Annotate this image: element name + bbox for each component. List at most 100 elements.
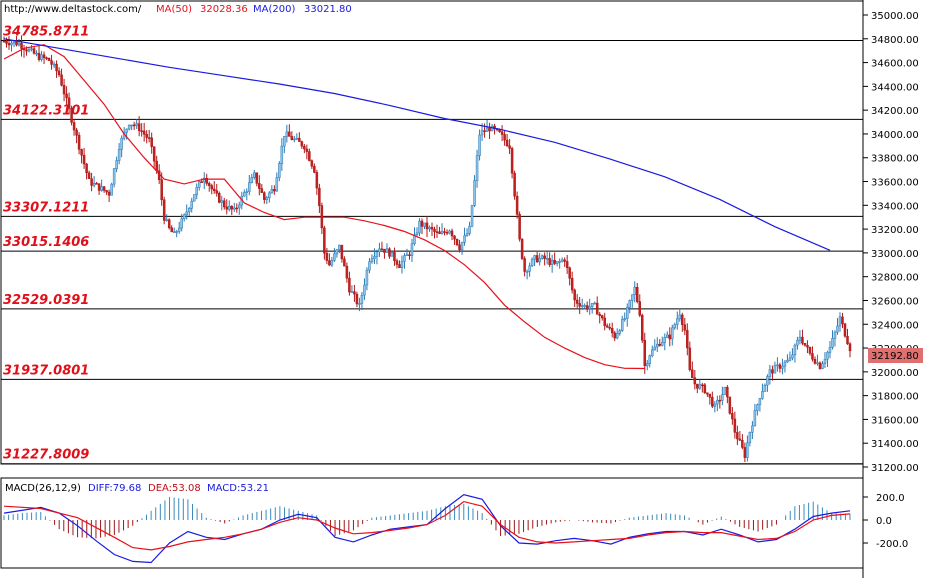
candle-body [653,346,657,351]
candle-body [42,54,46,58]
candle-body [425,222,429,230]
candle-body [513,172,516,197]
header-url: http://www.deltastock.com/ [4,4,142,15]
candle-body [593,302,596,305]
y-tick-label: 31200.00 [871,463,919,474]
candle-body [480,130,484,136]
candle-body [333,253,336,261]
candle-body [565,261,569,269]
candle-body [751,425,754,433]
candle-body [348,277,351,293]
candle-body [423,222,426,227]
candle-body [538,258,541,263]
candle-body [260,188,264,193]
candle-body [172,231,176,234]
y-tick-label: 31400.00 [871,439,919,450]
candle-body [691,369,694,378]
candle-body [145,133,148,138]
candle-body [27,49,31,52]
candle-body [430,226,434,230]
candle-body [137,123,141,131]
candle-body [50,60,53,65]
candle-body [838,316,842,327]
macd-value: MACD:53.21 [207,483,269,494]
candle-body [388,248,391,257]
candle-body [500,131,504,135]
candle-body [648,355,652,364]
candle-body [676,318,679,325]
level-label: 31227.8009 [3,448,89,463]
candle-body [548,258,551,265]
candle-body [152,146,156,162]
candle-body [182,214,186,220]
candle-body [543,255,546,260]
candle-body [273,189,276,192]
candle-body [140,130,143,132]
y-tick-label: 32800.00 [871,273,919,284]
candle-body [420,220,424,227]
candle-body [570,278,574,291]
candle-body [82,154,86,165]
candle-body [298,137,301,142]
candle-body [405,254,409,256]
candle-body [688,347,692,370]
y-tick-label: 31800.00 [871,392,919,403]
candle-body [162,199,166,221]
candle-body [718,399,722,402]
ma50-label: MA(50) [156,4,192,15]
candle-body [353,291,356,295]
y-tick-label: 33200.00 [871,225,919,236]
macd-diff: DIFF:79.68 [88,483,141,494]
candle-body [410,243,414,256]
candle-body [360,294,364,304]
candle-body [798,336,802,341]
candle-body [460,242,464,251]
candle-body [330,260,334,266]
candle-body [142,130,146,135]
candle-body [112,168,116,185]
candle-body [763,384,767,392]
candle-body [338,244,341,251]
candle-body [92,183,96,186]
candle-body [243,192,246,197]
candle-body [197,181,201,188]
candle-body [673,324,677,329]
price-y-axis: 35000.00 34800.00 34600.00 34400.00 34200.00… [863,11,919,474]
candle-body [448,230,451,234]
candle-body [831,338,834,348]
candle-body [47,57,51,61]
macd-y-tick-label: 200.0 [876,493,905,504]
candle-body [187,208,191,213]
macd-y-tick-label: -200.0 [876,539,908,550]
candle-body [778,364,782,369]
candle-body [696,383,699,389]
candle-body [706,392,709,395]
candle-body [671,327,674,340]
candle-body [628,300,631,308]
candle-body [813,359,817,364]
candle-body [771,369,774,374]
candle-body [60,74,63,86]
candle-body [308,151,311,161]
candle-body [268,192,271,199]
candle-body [703,384,707,393]
candle-body [215,190,219,194]
candle-body [80,149,83,156]
candle-body [185,211,188,216]
candle-body [505,139,509,147]
candle-body [728,396,732,414]
candle-body [2,40,6,43]
candle-body [528,265,531,272]
candle-body [62,85,66,95]
candle-body [52,63,56,66]
candle-body [756,404,759,411]
candle-body [686,330,689,349]
candle-body [233,207,236,210]
macd-dea-line [3,500,851,551]
candle-body [533,255,536,260]
candle-body [781,365,784,369]
candle-body [743,447,747,458]
candle-body [102,186,106,191]
candle-body [833,331,837,339]
candle-body [293,138,296,141]
